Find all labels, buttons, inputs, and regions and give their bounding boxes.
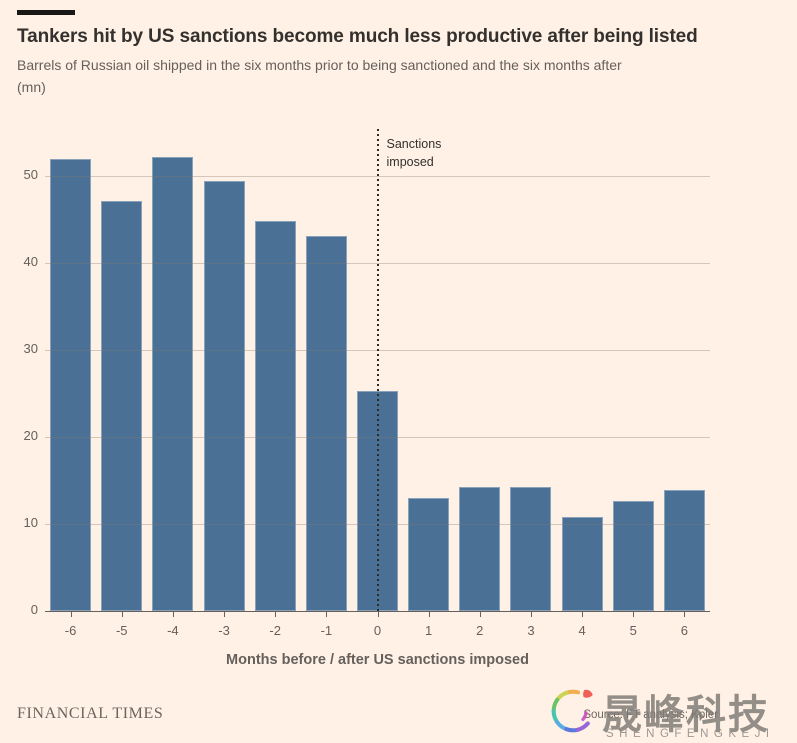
- x-axis-tick-label: 3: [527, 623, 535, 638]
- bar-month-2: [459, 486, 501, 611]
- y-axis-tick-label: 30: [23, 341, 38, 357]
- watermark-cjk-text: 晟峰科技: [602, 693, 770, 737]
- x-axis-tick-label: 0: [373, 623, 382, 638]
- x-axis-tick-label: 2: [476, 623, 484, 638]
- ft-top-rule: [17, 10, 75, 15]
- y-axis-tick-label: 40: [23, 254, 38, 270]
- y-axis-tick-label: 10: [23, 515, 38, 531]
- x-axis-tick: [70, 611, 72, 617]
- x-axis-tick: [121, 611, 123, 617]
- source-note: Source: FT analysis; Kpler: [583, 709, 718, 721]
- bar-month-1: [408, 497, 450, 611]
- bar-month--4: [152, 157, 194, 611]
- x-axis-tick: [275, 611, 277, 617]
- x-axis-tick: [684, 611, 686, 617]
- x-axis-tick: [633, 611, 635, 617]
- bar-month-5: [612, 500, 654, 611]
- x-axis-tick: [326, 611, 328, 617]
- bar-month--5: [101, 200, 143, 611]
- y-axis-tick-label: 0: [30, 602, 38, 617]
- chart-subtitle-line1: Barrels of Russian oil shipped in the si…: [17, 57, 622, 73]
- x-axis-tick-label: -4: [167, 623, 179, 638]
- x-axis-tick-label: 6: [680, 623, 689, 638]
- x-axis-tick-label: 1: [425, 623, 433, 638]
- x-axis-tick-label: 5: [629, 623, 637, 638]
- x-axis-tick: [428, 611, 430, 617]
- chart-title: Tankers hit by US sanctions become much …: [17, 26, 698, 47]
- x-axis-tick: [377, 611, 379, 617]
- x-axis-tick: [530, 611, 532, 617]
- watermark-latin-text: SHENGFENGKEJI: [606, 728, 775, 740]
- bar-month--3: [203, 180, 245, 611]
- bar-month--6: [50, 158, 92, 611]
- x-axis-tick: [224, 611, 226, 617]
- x-axis-baseline: [45, 611, 710, 612]
- x-axis-tick-label: -6: [64, 623, 77, 638]
- bar-month-6: [663, 490, 705, 611]
- swirl-logo-icon: [551, 689, 593, 733]
- watermark: 晟峰科技 SHENGFENGKEJI: [540, 678, 770, 743]
- bar-month--1: [305, 236, 347, 611]
- x-axis-tick-label: -5: [115, 623, 128, 638]
- bar-month-4: [561, 517, 603, 611]
- x-axis-tick-label: -2: [269, 623, 281, 638]
- x-axis-tick: [479, 611, 481, 617]
- bar-month--2: [254, 220, 296, 611]
- x-axis-tick: [172, 611, 174, 617]
- y-axis-tick-label: 20: [23, 428, 38, 444]
- x-axis-tick-label: -1: [320, 623, 333, 638]
- financial-times-logotype: FINANCIAL TIMES: [17, 705, 164, 722]
- y-axis-tick-label: 50: [23, 167, 38, 183]
- sanctions-imposed-annotation: Sanctions imposed: [386, 137, 442, 170]
- chart-subtitle: Barrels of Russian oil shipped in the si…: [17, 54, 737, 98]
- sanctions-imposed-reference-line: [376, 129, 379, 611]
- x-axis-tick-label: 4: [578, 623, 586, 638]
- x-axis-title: Months before / after US sanctions impos…: [226, 652, 529, 668]
- bar-month-3: [510, 486, 552, 611]
- x-axis-tick-label: -3: [218, 623, 230, 638]
- x-axis-tick: [582, 611, 584, 617]
- chart-subtitle-line2: (mn): [17, 79, 46, 95]
